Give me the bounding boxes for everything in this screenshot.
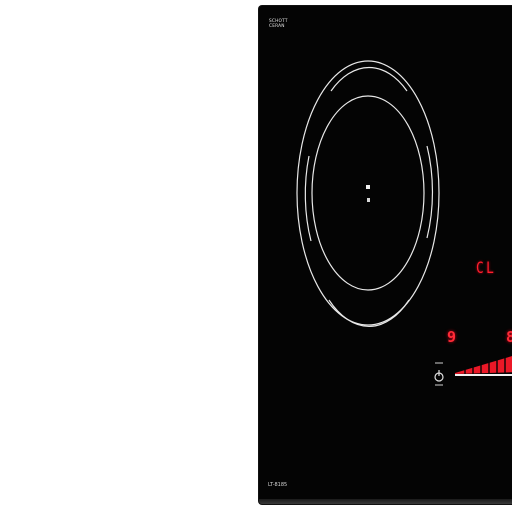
cooking-zone-arc-right (426, 145, 434, 239)
power-level-slider-ticks (464, 357, 506, 374)
status-code-display: CL (476, 258, 497, 277)
cooking-zone-graphics (296, 60, 512, 386)
zone-right-power-level: 8 (506, 328, 512, 346)
zone-left-power-level: 9 (447, 328, 457, 346)
induction-cooktop: SCHOTT CERAN (259, 6, 512, 504)
cooking-zone-outer-ring (296, 60, 440, 326)
cooktop-frame-edge (259, 499, 512, 504)
dot-marker-icon (366, 185, 370, 202)
cooking-zone-arc-left (304, 155, 312, 242)
cooking-zone-arc-bottom (328, 299, 410, 328)
brand-logo: SCHOTT CERAN (269, 19, 288, 29)
cooking-zone-inner-ring (311, 95, 425, 291)
power-icon (434, 362, 444, 386)
model-label: LT-8185 (268, 482, 288, 488)
cooking-zone-arc-top (330, 66, 408, 92)
power-level-slider-fill (455, 356, 512, 374)
